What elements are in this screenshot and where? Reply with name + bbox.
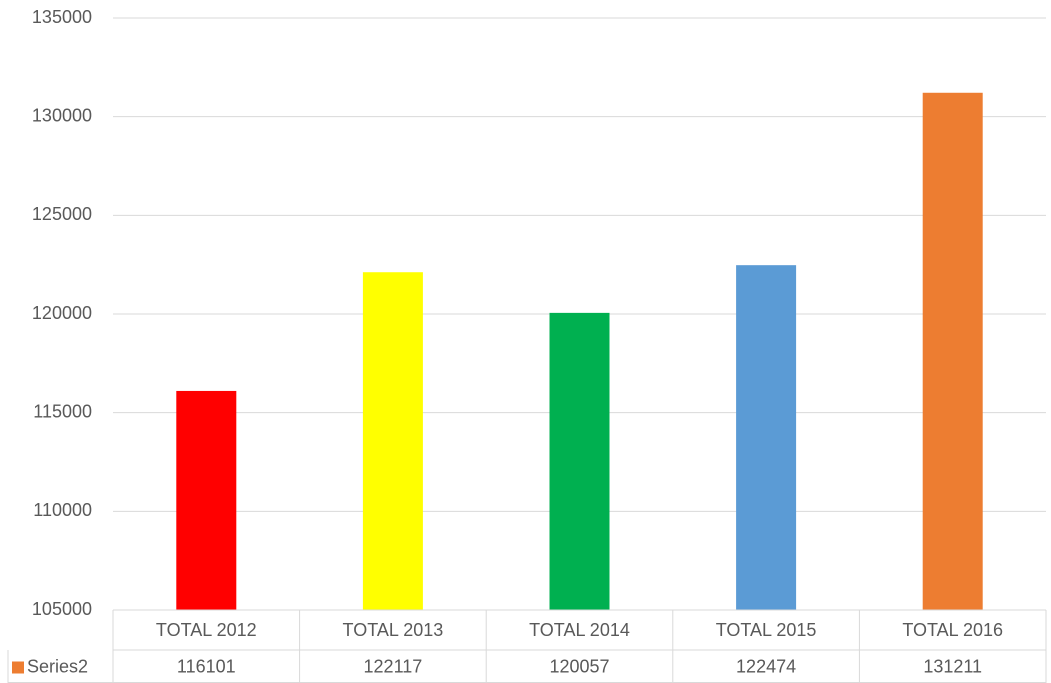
y-tick-label: 130000 (32, 105, 92, 125)
y-tick-label: 115000 (33, 401, 92, 421)
data-table-value: 131211 (923, 656, 982, 676)
bar (736, 265, 797, 610)
x-tick-label: TOTAL 2013 (343, 620, 444, 640)
x-tick-label: TOTAL 2014 (529, 620, 630, 640)
bar (176, 390, 237, 610)
y-tick-label: 135000 (32, 7, 92, 27)
legend-label: Series2 (27, 656, 88, 676)
y-tick-label: 125000 (32, 204, 92, 224)
x-tick-label: TOTAL 2016 (902, 620, 1003, 640)
y-tick-label: 120000 (32, 303, 92, 323)
data-table-value: 122117 (364, 656, 423, 676)
legend-key (12, 661, 24, 674)
bar (362, 272, 423, 610)
y-tick-label: 110000 (33, 500, 92, 520)
bar (922, 92, 983, 611)
data-table-value: 122474 (736, 656, 796, 676)
data-table-value: 120057 (549, 656, 609, 676)
data-table-value: 116101 (177, 656, 236, 676)
bar (549, 312, 610, 610)
x-tick-label: TOTAL 2015 (716, 620, 817, 640)
y-tick-label: 105000 (32, 599, 92, 619)
x-tick-label: TOTAL 2012 (156, 620, 257, 640)
